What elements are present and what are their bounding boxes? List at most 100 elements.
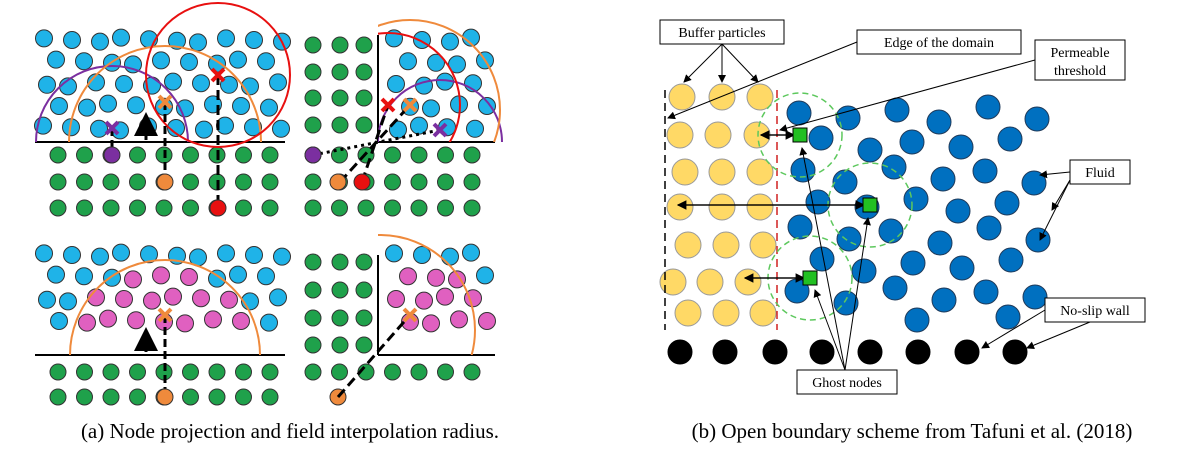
particle <box>59 292 77 311</box>
particle <box>261 363 279 381</box>
particle <box>331 116 349 134</box>
particle <box>704 121 732 149</box>
particle <box>881 154 907 180</box>
particle <box>103 146 121 164</box>
particle <box>463 363 481 381</box>
particle <box>257 267 275 286</box>
particle <box>857 137 883 163</box>
cross <box>157 94 173 110</box>
particle <box>668 83 696 111</box>
particle <box>235 146 252 164</box>
particle <box>208 269 226 288</box>
particle <box>674 231 702 259</box>
particle <box>331 363 348 381</box>
particle <box>410 173 428 191</box>
particle <box>304 146 322 164</box>
line <box>338 103 412 184</box>
particle <box>235 388 252 406</box>
particle <box>387 290 405 308</box>
particle <box>143 291 161 310</box>
particle <box>90 119 108 138</box>
particle <box>1002 339 1028 365</box>
particle <box>180 268 198 286</box>
particle <box>851 258 877 284</box>
particle <box>331 336 349 354</box>
particle <box>948 134 974 160</box>
particle <box>463 199 481 217</box>
caption-b: (b) Open boundary scheme from Tafuni et … <box>692 419 1133 443</box>
ghost-node <box>862 197 878 213</box>
particle <box>180 53 198 71</box>
particle <box>329 173 347 191</box>
cross <box>402 307 418 323</box>
particle <box>245 31 263 49</box>
ghost-node <box>802 270 818 286</box>
particle <box>355 63 373 81</box>
line <box>336 314 412 398</box>
particle <box>76 199 93 217</box>
particle <box>304 363 322 381</box>
particle <box>129 388 146 406</box>
particle <box>76 363 93 381</box>
particle <box>809 339 835 365</box>
particle <box>78 98 96 117</box>
line <box>844 217 871 371</box>
particle <box>746 193 774 221</box>
particle <box>399 267 417 286</box>
particle <box>168 31 186 50</box>
wall-label: No-slip wall <box>1060 304 1130 319</box>
particle <box>666 193 694 221</box>
particle <box>47 265 65 284</box>
particle <box>35 29 53 48</box>
particle <box>478 312 496 330</box>
particle <box>975 94 1001 120</box>
line <box>667 41 858 120</box>
particle <box>427 53 445 72</box>
particle <box>152 266 170 285</box>
particle <box>304 36 322 54</box>
permeable-label: threshold <box>1054 64 1106 79</box>
particle <box>192 289 210 308</box>
particle <box>1025 227 1051 253</box>
particle <box>176 99 194 118</box>
particle <box>182 199 199 217</box>
particle <box>155 199 173 217</box>
particle <box>387 75 405 93</box>
particle <box>195 120 213 139</box>
particle <box>304 116 322 134</box>
particle <box>91 247 109 266</box>
fluid-label: Fluid <box>1085 166 1115 181</box>
particle <box>331 199 348 217</box>
particle <box>112 28 130 47</box>
particle <box>749 299 777 327</box>
particle <box>50 97 68 115</box>
particle <box>1024 106 1050 132</box>
particle <box>304 173 322 191</box>
particle <box>304 89 322 107</box>
particle <box>949 255 975 281</box>
particle <box>994 190 1020 216</box>
particle <box>260 313 278 332</box>
particle <box>674 299 702 327</box>
particle <box>708 83 736 111</box>
particle <box>712 339 738 365</box>
particle <box>466 119 484 138</box>
particle <box>415 76 433 95</box>
particle <box>734 268 762 296</box>
buffer-label: Buffer particles <box>678 26 765 41</box>
particle <box>410 363 428 381</box>
particle <box>899 129 925 155</box>
particle <box>192 74 210 93</box>
particle <box>76 146 93 164</box>
particle <box>476 266 494 285</box>
particle <box>746 158 774 186</box>
particle <box>448 270 466 289</box>
particle <box>167 119 185 137</box>
particle <box>422 314 440 333</box>
particle <box>976 215 1002 241</box>
particle <box>304 281 322 299</box>
particle <box>903 186 929 212</box>
label-box <box>1069 159 1131 185</box>
